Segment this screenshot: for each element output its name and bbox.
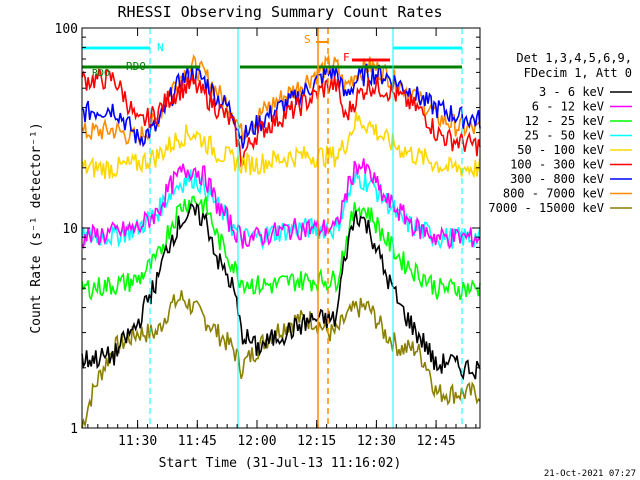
legend-label-4: 50 - 100 keV [517, 143, 604, 157]
y-tick-label-0: 1 [70, 422, 78, 437]
x-tick-label-2: 12:00 [237, 434, 276, 449]
series-line-5 [81, 111, 481, 180]
chart-title: RHESSI Observing Summary Count Rates [117, 3, 442, 21]
legend-label-6: 300 - 800 keV [510, 172, 604, 186]
legend-label-8: 7000 - 15000 keV [488, 201, 604, 215]
annotation-rdo: RDO [126, 60, 146, 73]
series-line-2 [81, 158, 481, 250]
x-tick-label-1: 11:45 [178, 434, 217, 449]
timestamp: 21-Oct-2021 07:27 [544, 469, 636, 479]
legend-label-1: 6 - 12 keV [532, 100, 604, 114]
legend-header-0: Det 1,3,4,5,6,9, [516, 51, 632, 65]
annotation-f: F [343, 51, 350, 64]
series-line-3 [81, 195, 481, 301]
legend-label-7: 800 - 7000 keV [503, 187, 604, 201]
y-tick-label-2: 100 [55, 22, 78, 37]
legend-header-1: FDecim 1, Att 0 [524, 66, 632, 80]
series-line-9 [81, 290, 481, 429]
legend-label-3: 25 - 50 keV [525, 129, 604, 143]
legend-label-2: 12 - 25 keV [525, 114, 604, 128]
x-tick-label-3: 12:15 [297, 434, 336, 449]
annotation-n: N [157, 41, 164, 54]
series-line-6 [81, 68, 481, 168]
x-tick-label-5: 12:45 [417, 434, 456, 449]
legend-label-5: 100 - 300 keV [510, 158, 604, 172]
y-axis-label: Count Rate (s⁻¹ detector⁻¹) [29, 122, 44, 333]
y-tick-label-1: 10 [62, 222, 78, 237]
series-layer [81, 53, 481, 429]
x-tick-label-4: 12:30 [357, 434, 396, 449]
x-axis-label: Start Time (31-Jul-13 11:16:02) [159, 456, 402, 471]
x-tick-label-0: 11:30 [118, 434, 157, 449]
overlay-layer [82, 28, 463, 428]
axes-layer: 11:30 11:45 12:00 12:15 12:30 12:45 1 10 100 [55, 22, 480, 449]
legend: Det 1,3,4,5,6,9,FDecim 1, Att 0 3 - 6 keV… [488, 51, 632, 215]
annotation-s: S [304, 33, 311, 46]
series-line-1 [81, 202, 481, 381]
annotation-rdo-left: RDO [92, 68, 110, 79]
legend-label-0: 3 - 6 keV [539, 85, 604, 99]
